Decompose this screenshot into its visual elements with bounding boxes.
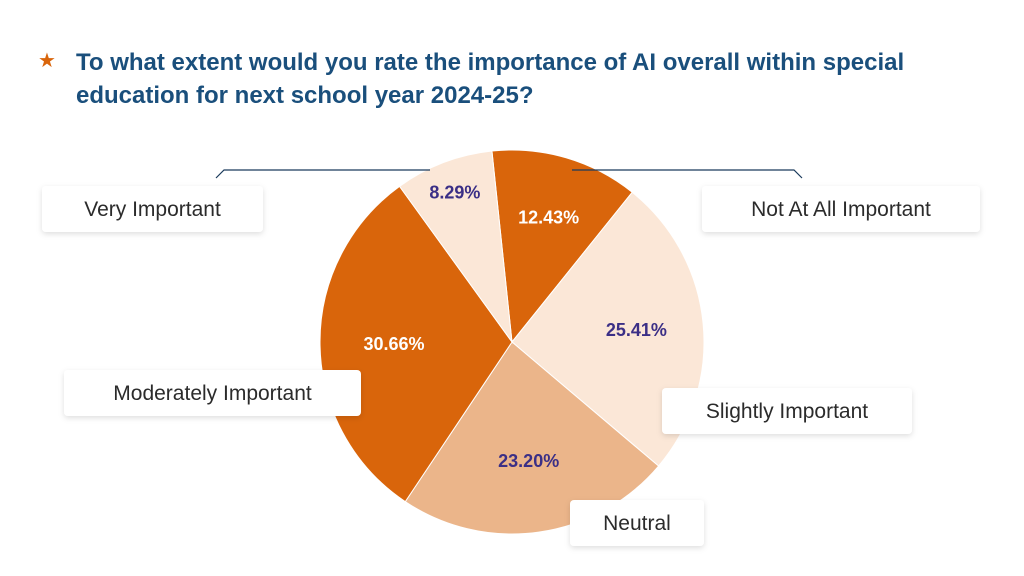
leader-line-very-important [215,169,430,179]
category-label-slightly-important: Slightly Important [662,388,912,434]
slice-value-label-slightly-important: 25.41% [606,320,667,340]
category-label-text: Moderately Important [113,382,312,405]
category-label-text: Slightly Important [706,400,868,423]
slice-value-label-neutral: 23.20% [498,451,559,471]
category-label-neutral: Neutral [570,500,704,546]
category-label-text: Not At All Important [751,198,931,221]
chart-title: To what extent would you rate the import… [76,49,905,109]
pie-slice-moderately-important [319,185,513,503]
category-label-very-important: Very Important [42,186,263,232]
star-icon: ★ [38,48,56,72]
category-label-box [42,186,263,232]
category-label-box [570,500,704,546]
pie-slice-not-at-all-important [491,149,633,344]
category-label-moderately-important: Moderately Important [64,370,361,416]
leader-line-not-at-all-important [572,169,803,179]
category-label-box [662,388,912,434]
pie-slice-neutral [404,341,660,535]
pie-slice-slightly-important [511,191,705,467]
category-label-box [702,186,980,232]
slice-value-label-not-at-all-important: 12.43% [518,207,579,227]
category-label-box [64,370,361,416]
pie-slice-very-important [398,150,513,344]
slice-value-label-very-important: 8.29% [429,183,480,203]
category-label-not-at-all-important: Not At All Important [702,186,980,232]
category-label-text: Neutral [603,512,671,535]
category-label-text: Very Important [84,198,221,221]
slice-value-label-moderately-important: 30.66% [363,334,424,354]
